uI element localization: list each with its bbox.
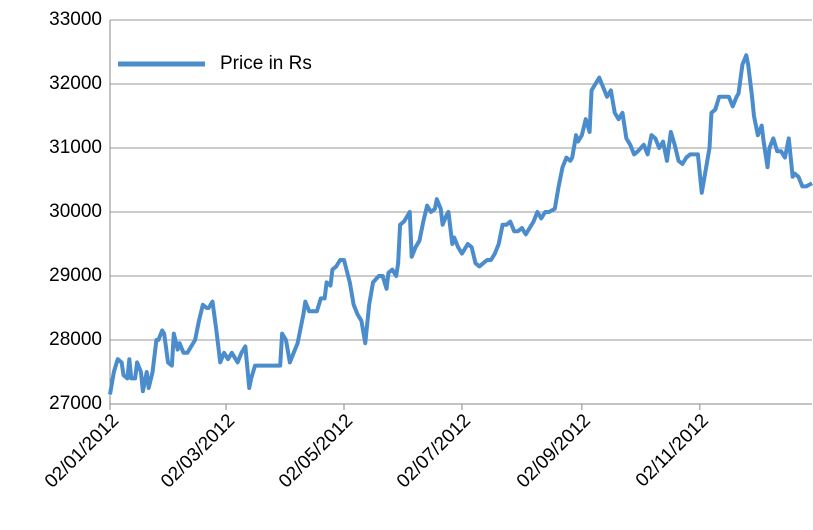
y-tick-label: 28000 <box>49 329 102 350</box>
legend-label: Price in Rs <box>220 53 312 74</box>
y-tick-label: 29000 <box>49 265 102 286</box>
y-tick-label: 33000 <box>49 9 102 30</box>
y-tick-label: 30000 <box>49 201 102 222</box>
x-tick-label: 02/09/2012 <box>513 410 595 492</box>
x-tick-label: 02/03/2012 <box>157 410 239 492</box>
x-tick-label: 02/05/2012 <box>275 410 357 492</box>
y-tick-label: 27000 <box>49 393 102 414</box>
price-line <box>108 53 813 395</box>
x-tick-label: 02/01/2012 <box>41 410 123 492</box>
x-tick-label: 02/11/2012 <box>632 410 713 491</box>
x-tick-label: 02/07/2012 <box>393 410 475 492</box>
y-tick-label: 32000 <box>49 73 102 94</box>
y-tick-label: 31000 <box>49 137 102 158</box>
